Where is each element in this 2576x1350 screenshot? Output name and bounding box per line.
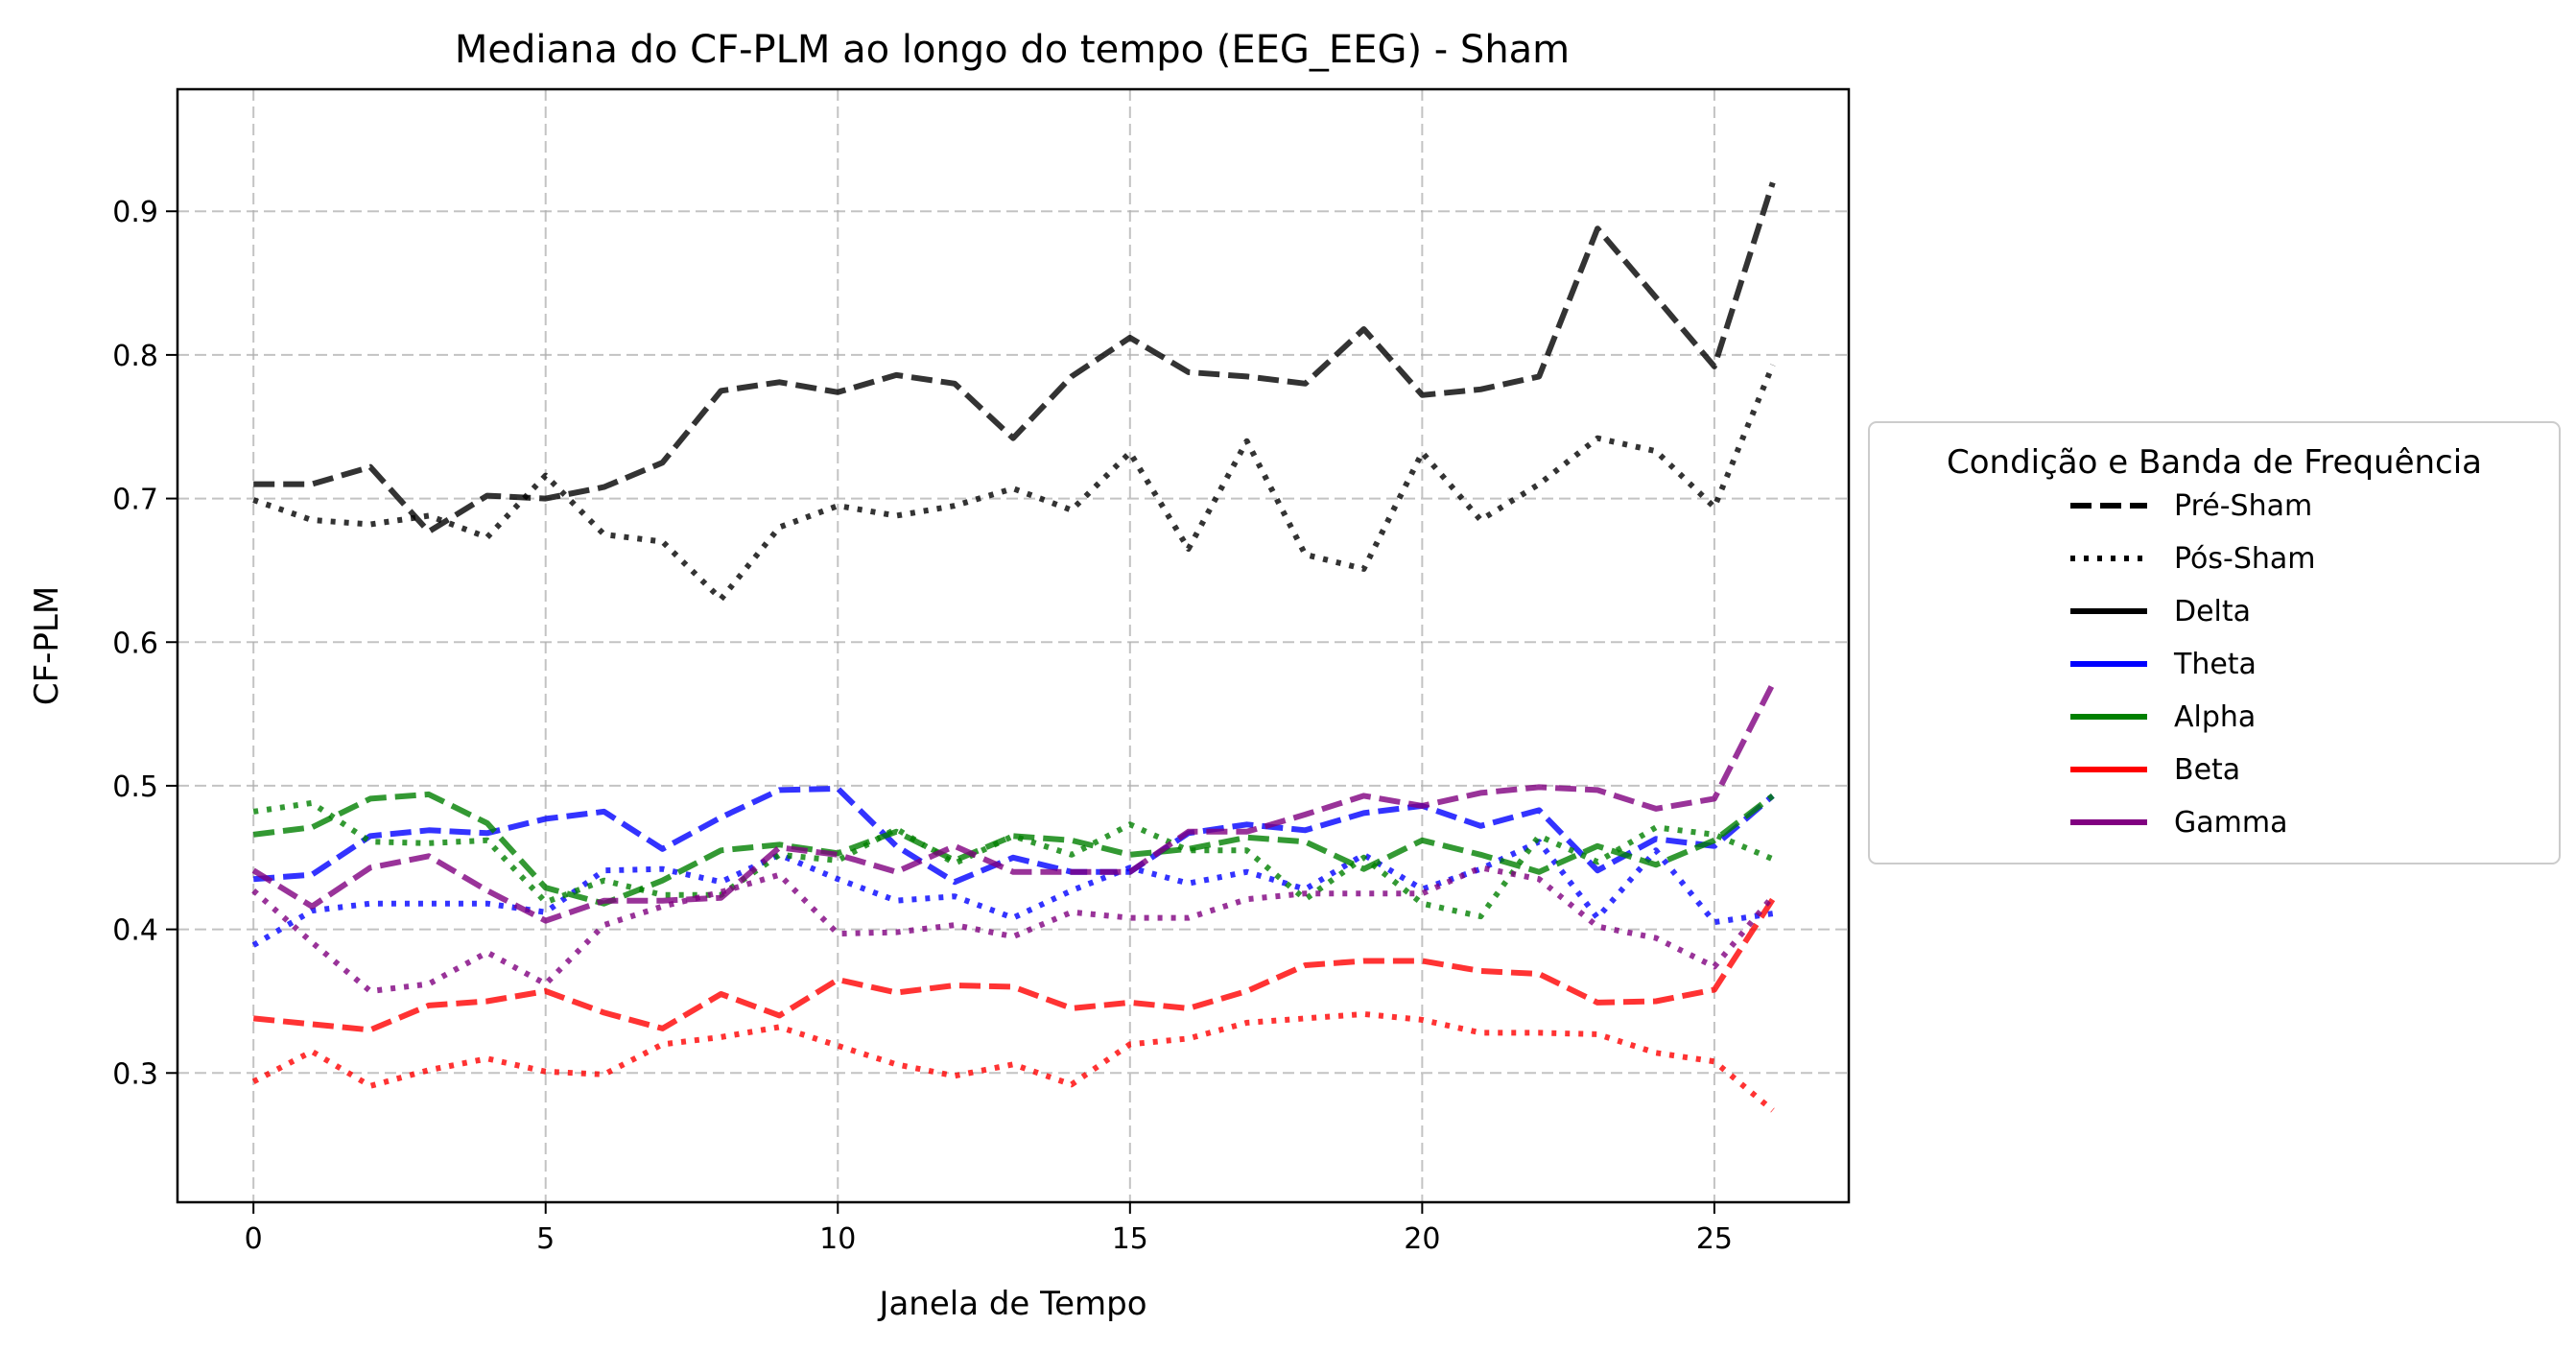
plot-frame xyxy=(176,87,1851,1204)
series-line-delta-pre xyxy=(253,181,1776,534)
x-tick-label: 15 xyxy=(1112,1222,1148,1256)
x-tick-label: 5 xyxy=(536,1222,555,1256)
legend-band-theta-label: Theta xyxy=(2173,648,2257,681)
grid xyxy=(177,89,1849,1202)
y-tick-label: 0.3 xyxy=(112,1057,158,1091)
legend-style-0-label: Pré-Sham xyxy=(2174,489,2312,523)
y-tick-label: 0.4 xyxy=(112,914,158,948)
y-tick-label: 0.7 xyxy=(112,484,158,517)
chart-title: Mediana do CF-PLM ao longo do tempo (EEG… xyxy=(455,28,1570,72)
x-axis-label: Janela de Tempo xyxy=(877,1285,1146,1323)
legend-band-beta-label: Beta xyxy=(2174,753,2240,787)
y-tick-label: 0.9 xyxy=(112,196,158,229)
series-line-gamma-pre xyxy=(251,682,1776,924)
legend: Condição e Banda de Frequência Pré-ShamP… xyxy=(1868,421,2561,864)
series-line-beta-pos xyxy=(251,1010,1775,1113)
series-line-alpha-pre xyxy=(252,791,1775,907)
legend-band-gamma-label: Gamma xyxy=(2174,806,2287,840)
x-tick-label: 0 xyxy=(245,1222,263,1256)
y-tick-label: 0.5 xyxy=(112,770,158,804)
y-tick-label: 0.8 xyxy=(112,340,158,373)
x-tick-label: 10 xyxy=(819,1222,856,1256)
series-group xyxy=(251,181,1776,1113)
x-axis: 0 5 10 15 20 25 xyxy=(245,1202,1733,1256)
series-line-beta-pre xyxy=(252,897,1776,1033)
legend-band-delta-label: Delta xyxy=(2174,595,2251,628)
legend-style-1-label: Pós-Sham xyxy=(2174,542,2316,576)
legend-box xyxy=(1868,421,2561,864)
x-tick-label: 20 xyxy=(1404,1222,1440,1256)
legend-entries: Pré-Sham Pós-Sham Delta Theta Alpha Beta Gamma xyxy=(2070,489,2316,840)
legend-band-alpha-label: Alpha xyxy=(2174,700,2256,734)
y-axis: 0.3 0.4 0.5 0.6 0.7 0.8 0.9 xyxy=(112,196,177,1091)
legend-title: Condição e Banda de Frequência xyxy=(1947,443,2482,482)
series-line-alpha-pos xyxy=(252,799,1774,920)
series-line-theta-pre xyxy=(252,785,1775,886)
y-axis-label: CF-PLM xyxy=(28,586,66,705)
x-tick-label: 25 xyxy=(1696,1222,1733,1256)
y-tick-label: 0.6 xyxy=(112,627,158,660)
series-line-delta-pos xyxy=(252,364,1776,603)
